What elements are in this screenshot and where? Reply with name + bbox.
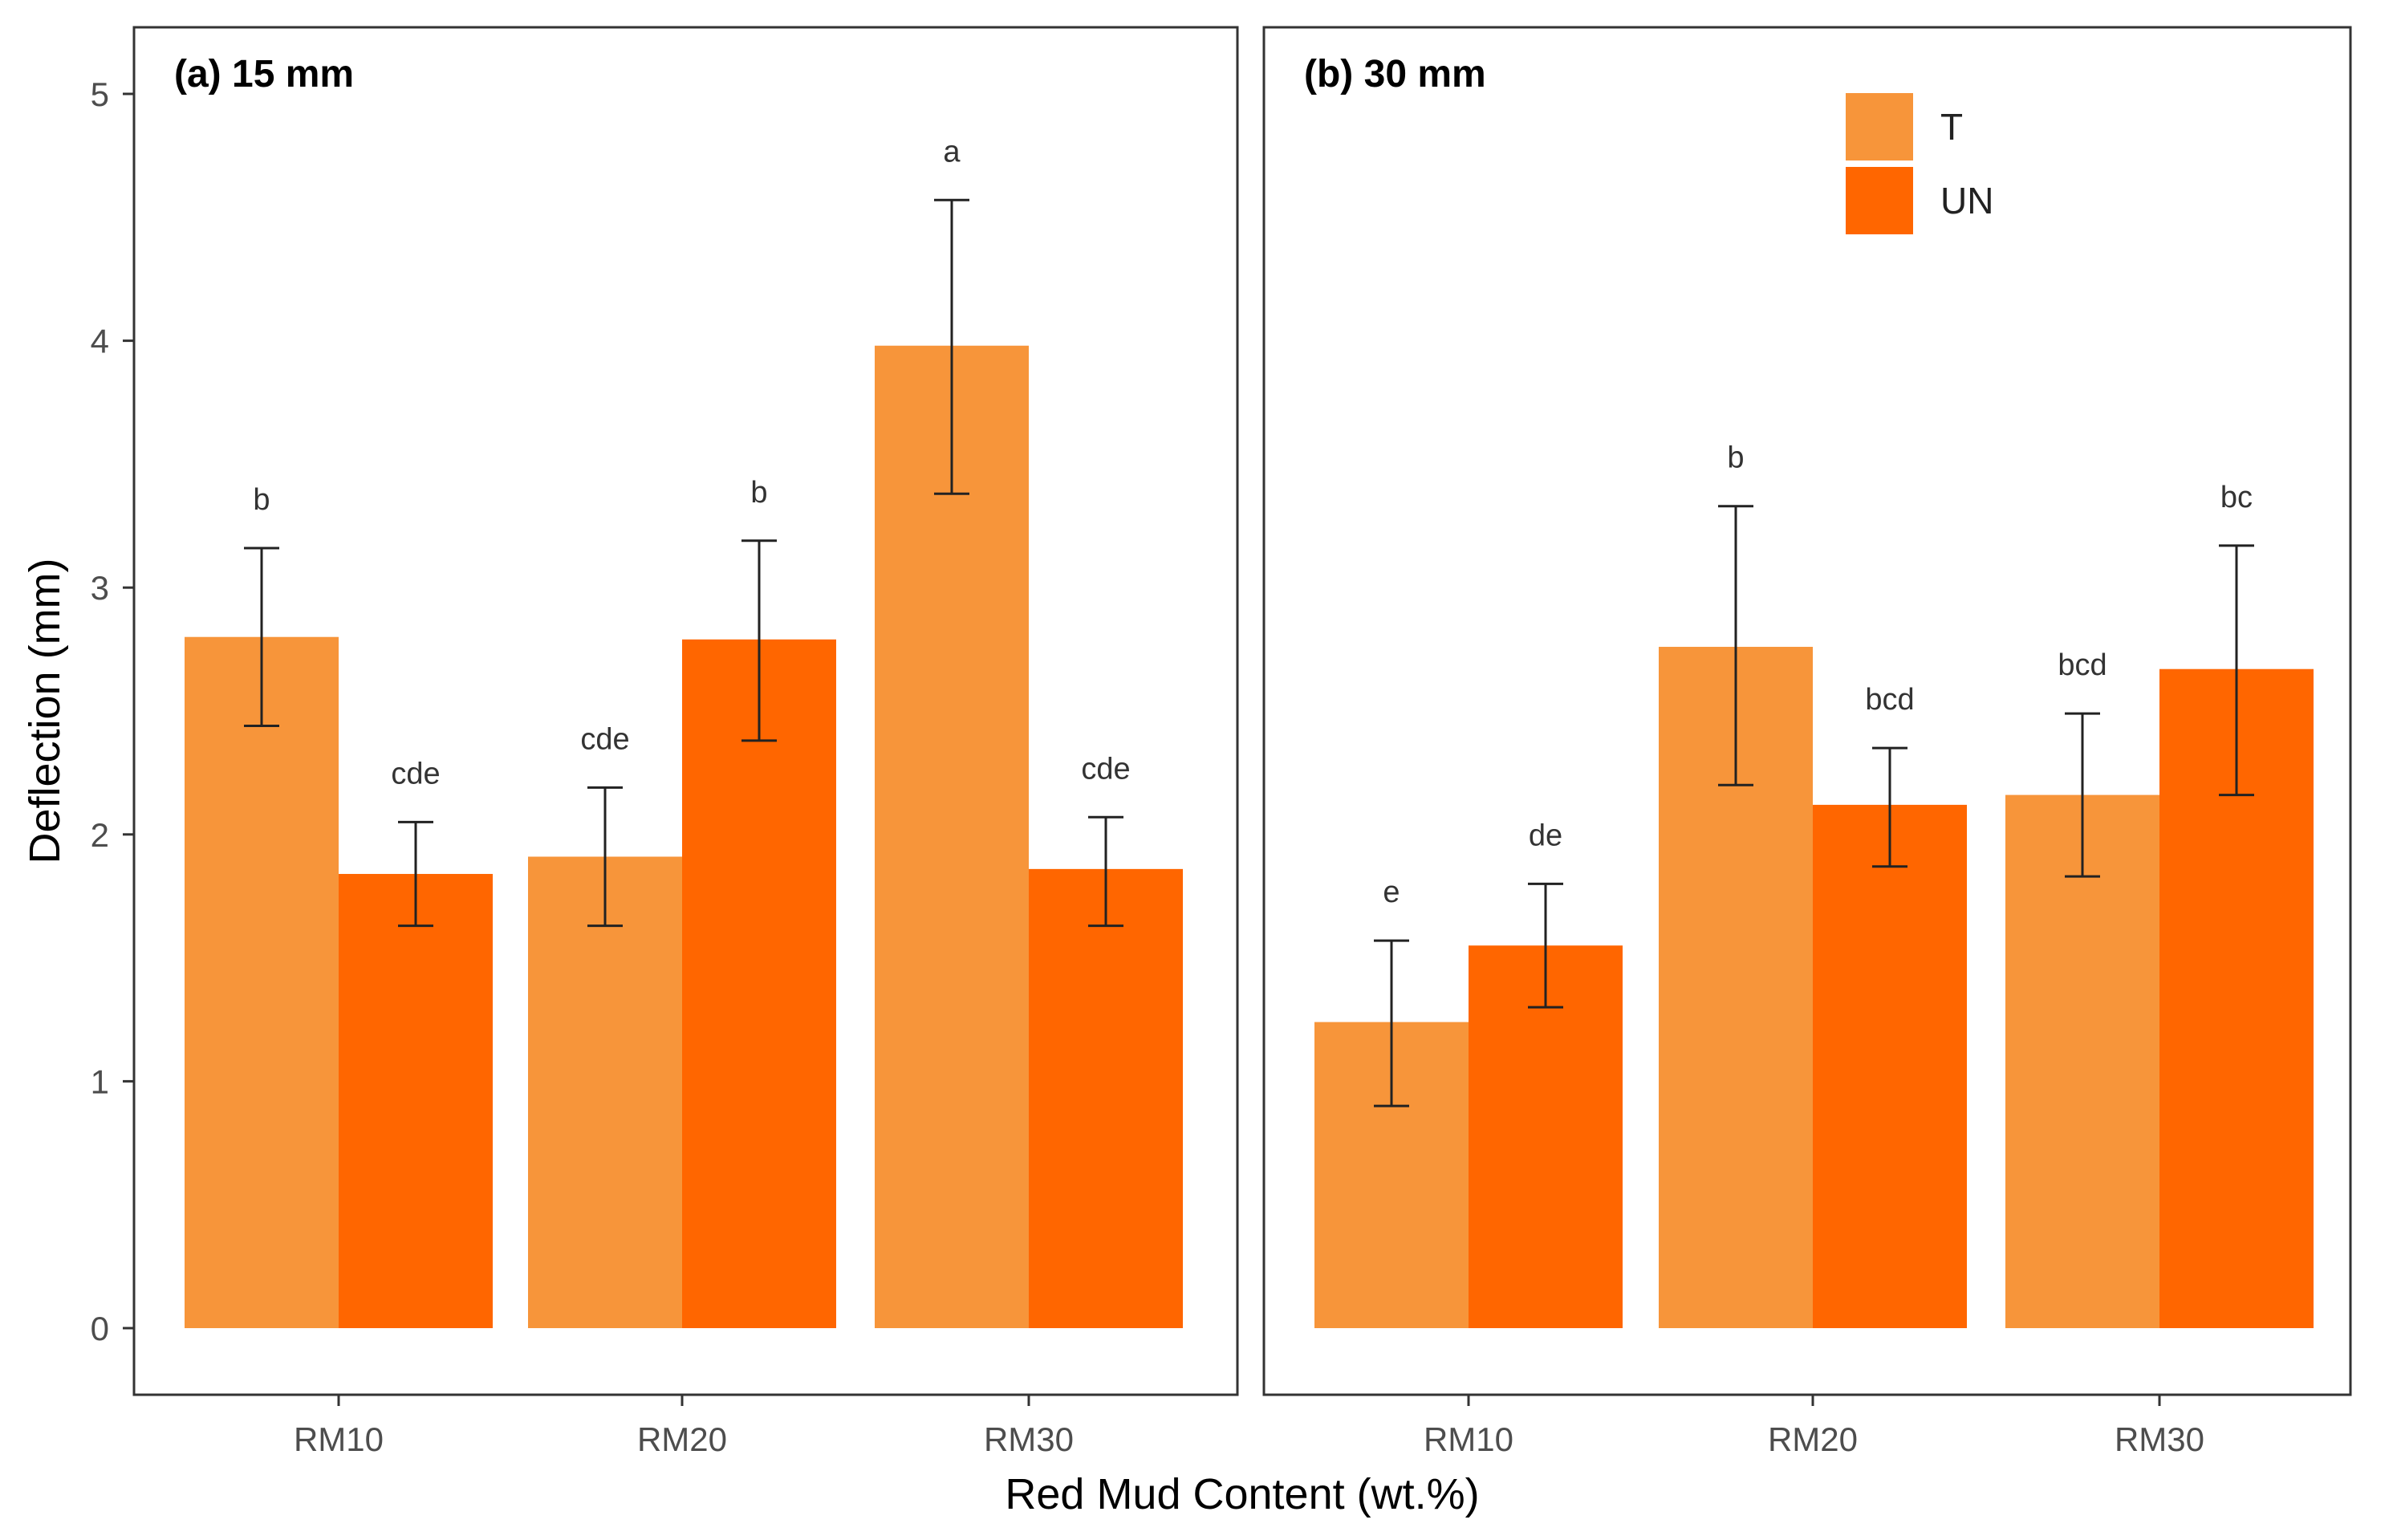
panel-b-error-bars	[1374, 505, 2254, 1107]
bar-a-rm30-t	[875, 345, 1029, 1329]
panel-b-letters: e b bcd de bcd bc	[1383, 441, 2253, 909]
y-tick-label-3: 3	[91, 569, 109, 607]
panel-b-x-axis: RM10 RM20 RM30	[1424, 1395, 2204, 1458]
panel-b-frame	[1262, 26, 2352, 1396]
error-bar-b-rm30-un	[2219, 544, 2254, 797]
significance-letter-a-rm30-un: cde	[1081, 752, 1130, 786]
error-bar-b-rm20-un	[1872, 746, 1907, 868]
y-tick-label-2: 2	[91, 816, 109, 854]
panel-b: (b) 30 mm T UN e b bcd de bcd bc RM10 RM20 RM30	[1262, 26, 2352, 1458]
panel-a-x-axis: RM10 RM20 RM30	[294, 1395, 1074, 1458]
error-bar-a-rm10-t	[244, 547, 279, 727]
significance-letter-a-rm10-un: cde	[391, 757, 440, 790]
error-bar-a-rm30-un	[1088, 815, 1123, 928]
legend: T UN	[1846, 93, 1993, 234]
bar-b-rm20-un	[1813, 804, 1967, 1328]
error-bar-b-rm20-t	[1718, 505, 1753, 786]
bar-a-rm30-un	[1029, 868, 1183, 1328]
error-bar-a-rm10-un	[398, 820, 433, 928]
panel-a-bars	[185, 345, 1183, 1329]
significance-letter-a-rm30-t: a	[943, 135, 961, 169]
bar-b-rm30-t	[2005, 794, 2159, 1328]
x-tick-label-a-rm20: RM20	[637, 1420, 727, 1458]
legend-label-t: T	[1940, 106, 1963, 148]
bar-a-rm10-t	[185, 636, 339, 1328]
error-bar-a-rm20-t	[587, 786, 623, 928]
bar-a-rm20-un	[682, 639, 836, 1328]
legend-swatch-t	[1846, 93, 1913, 161]
legend-swatch-un	[1846, 167, 1913, 234]
x-tick-label-b-rm10: RM10	[1424, 1420, 1513, 1458]
significance-letter-b-rm20-un: bcd	[1865, 683, 1914, 717]
y-tick-label-5: 5	[91, 75, 109, 113]
significance-letter-b-rm30-un: bc	[2220, 481, 2253, 514]
panel-a-frame	[132, 26, 1239, 1396]
panel-b-title: (b) 30 mm	[1304, 53, 1486, 95]
error-bar-a-rm20-un	[741, 539, 777, 742]
significance-letter-b-rm30-t: bcd	[2058, 648, 2107, 682]
x-tick-label-a-rm10: RM10	[294, 1420, 384, 1458]
legend-label-un: UN	[1940, 180, 1993, 221]
bar-a-rm20-t	[528, 856, 682, 1328]
y-axis-label: Deflection (mm)	[21, 558, 69, 863]
significance-letter-b-rm20-t: b	[1727, 441, 1744, 475]
panel-a-title: (a) 15 mm	[174, 53, 354, 95]
error-bar-b-rm10-t	[1374, 939, 1409, 1107]
x-axis-label: Red Mud Content (wt.%)	[1005, 1470, 1479, 1518]
y-tick-label-4: 4	[91, 323, 109, 360]
bar-b-rm10-un	[1469, 945, 1623, 1328]
error-bar-b-rm30-t	[2065, 712, 2100, 878]
significance-letter-a-rm20-t: cde	[580, 722, 629, 756]
y-axis: 0 1 2 3 4 5	[91, 75, 134, 1347]
significance-letter-a-rm20-un: b	[750, 476, 767, 510]
x-tick-label-a-rm30: RM30	[984, 1420, 1074, 1458]
panel-b-bars	[1314, 647, 2314, 1328]
significance-letter-b-rm10-un: de	[1529, 819, 1562, 852]
x-tick-label-b-rm20: RM20	[1768, 1420, 1858, 1458]
significance-letter-b-rm10-t: e	[1383, 876, 1400, 909]
y-tick-label-1: 1	[91, 1063, 109, 1100]
panel-a-letters: b cde a cde b cde	[253, 135, 1130, 790]
y-tick-label-0: 0	[91, 1310, 109, 1347]
error-bar-a-rm30-t	[934, 198, 969, 495]
error-bar-b-rm10-un	[1528, 882, 1563, 1009]
panel-a: (a) 15 mm b cde a cde b cde RM10 RM20 RM30	[132, 26, 1239, 1458]
x-tick-label-b-rm30: RM30	[2115, 1420, 2204, 1458]
panel-a-error-bars	[244, 198, 1123, 928]
bar-a-rm10-un	[339, 874, 493, 1328]
significance-letter-a-rm10-t: b	[253, 483, 270, 517]
